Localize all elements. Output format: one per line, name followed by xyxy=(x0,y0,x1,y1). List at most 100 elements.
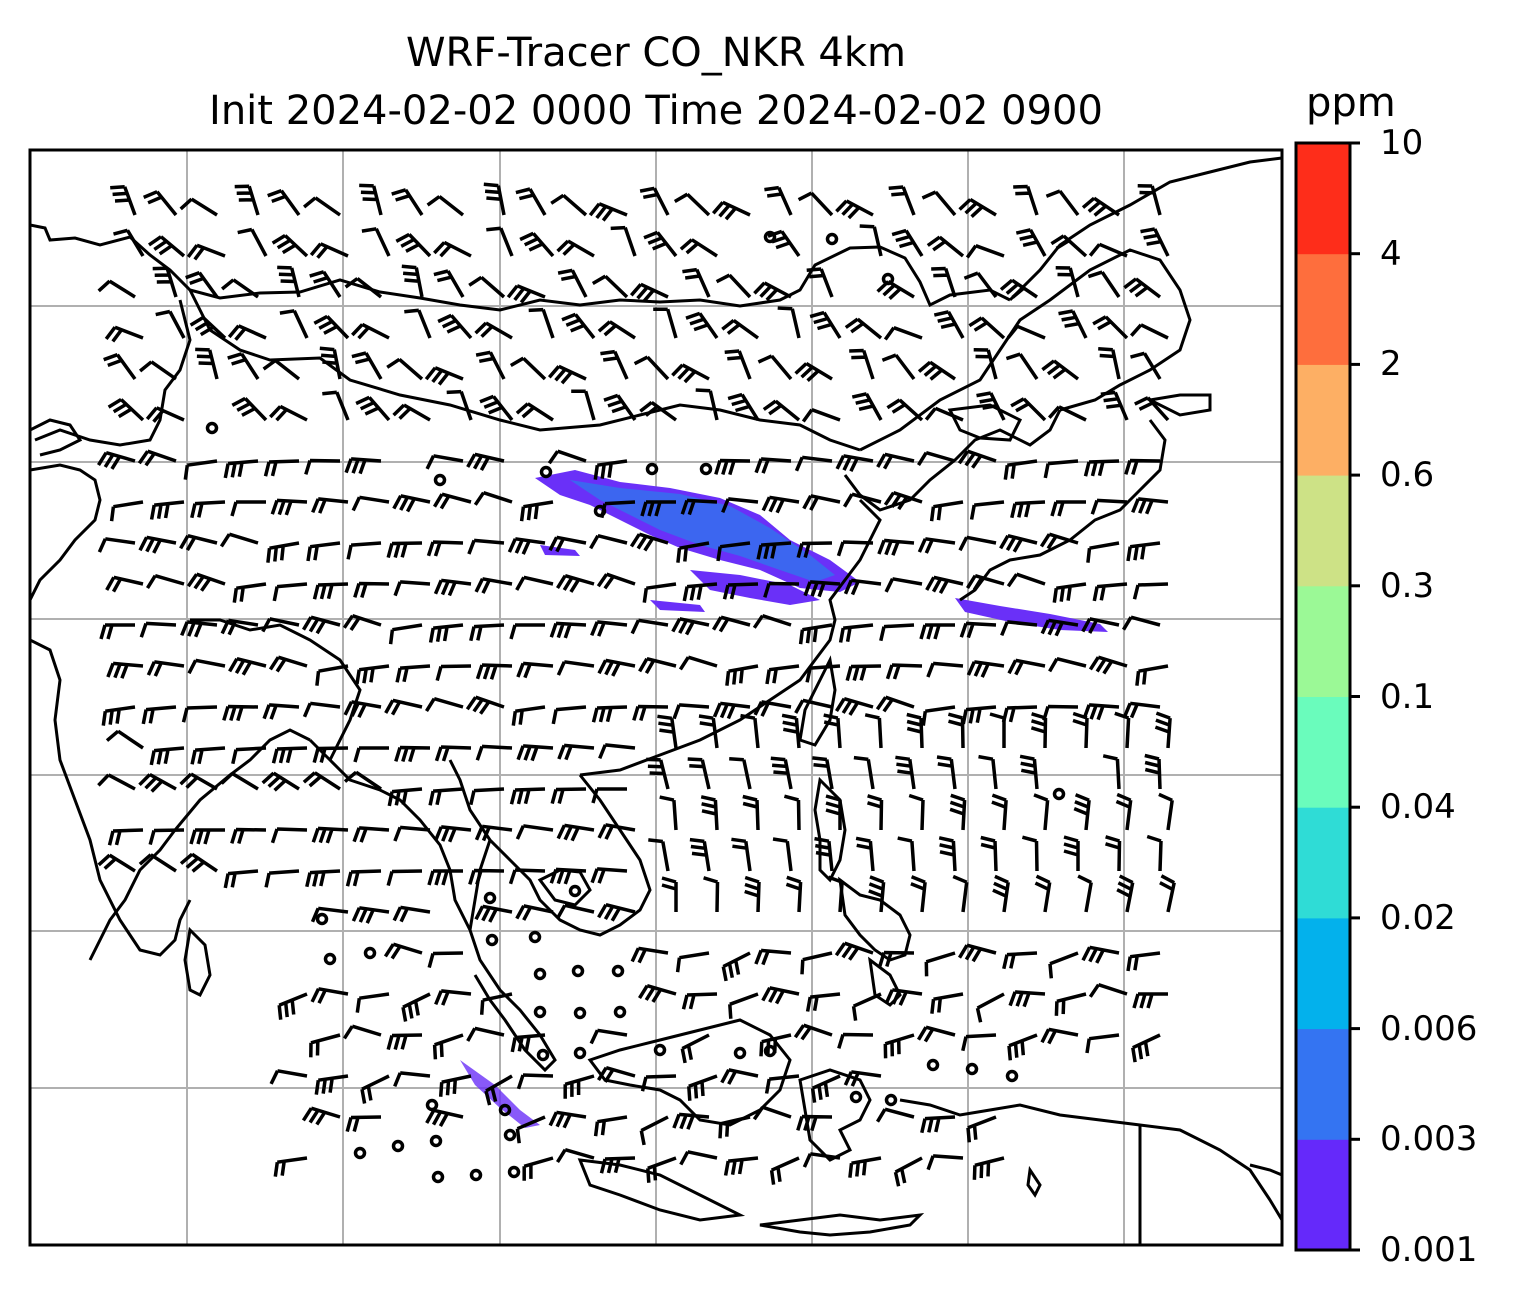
wind-barb xyxy=(1006,572,1046,588)
calm-wind-circle xyxy=(965,1062,979,1076)
wind-barb xyxy=(930,992,964,1014)
wind-barb xyxy=(1131,497,1169,515)
wind-barb xyxy=(549,867,587,885)
wind-barb xyxy=(1158,792,1174,831)
wind-barb xyxy=(393,1071,431,1088)
wind-barb xyxy=(989,712,1006,748)
wind-barb xyxy=(933,310,965,339)
wind-barb xyxy=(1008,990,1046,1008)
colorbar-tick-label: 0.001 xyxy=(1380,1230,1478,1270)
calm-wind-circle xyxy=(429,1134,443,1148)
wind-barb xyxy=(875,695,915,713)
wind-barb xyxy=(473,491,513,506)
calm-wind-circle xyxy=(536,1048,550,1062)
wind-barb xyxy=(1000,620,1038,637)
wind-barb xyxy=(312,582,349,600)
wind-barb xyxy=(104,325,144,343)
calm-wind-circle xyxy=(485,933,499,947)
wind-barb xyxy=(883,326,923,341)
wind-barb xyxy=(351,906,390,924)
wind-barb xyxy=(1137,184,1162,216)
wind-barb xyxy=(138,535,177,554)
wind-barb xyxy=(591,787,627,804)
wind-barb xyxy=(550,193,588,217)
wind-barb xyxy=(272,582,308,602)
wind-barb xyxy=(931,266,957,298)
wind-barb xyxy=(179,772,218,791)
wind-barb xyxy=(392,403,431,422)
wind-barb xyxy=(228,657,267,676)
wind-barb xyxy=(343,770,382,791)
wind-barb xyxy=(806,267,834,298)
wind-barb xyxy=(426,195,465,217)
wind-barb xyxy=(556,823,595,842)
wind-barb xyxy=(672,703,710,720)
wind-barb xyxy=(509,787,546,805)
colorbar-tick-label: 4 xyxy=(1380,233,1402,274)
wind-barb xyxy=(227,352,260,380)
wind-barb xyxy=(143,190,178,217)
wind-barb xyxy=(966,660,1005,678)
wind-barb xyxy=(515,187,547,216)
wind-barb xyxy=(277,265,301,298)
wind-barb xyxy=(138,360,178,381)
wind-barb xyxy=(1043,459,1079,479)
wind-barb xyxy=(1054,992,1087,1016)
wind-barb xyxy=(312,746,349,764)
wind-barb xyxy=(727,392,760,421)
wind-barb xyxy=(926,1154,964,1171)
wind-barb xyxy=(1021,835,1039,872)
wind-barb xyxy=(1126,951,1161,972)
wind-barb xyxy=(1159,874,1176,913)
map-title-line2: Init 2024-02-02 0000 Time 2024-02-02 090… xyxy=(209,88,1103,134)
wind-barb xyxy=(361,227,391,257)
wind-barb xyxy=(740,713,760,749)
wind-barb xyxy=(343,700,382,719)
wind-barb xyxy=(103,353,137,381)
wind-barb xyxy=(1073,793,1091,831)
wind-barb xyxy=(1135,664,1169,686)
wind-barb xyxy=(1007,658,1046,676)
wind-barb xyxy=(388,623,423,645)
wind-barb xyxy=(273,1156,308,1177)
wind-barb xyxy=(425,697,464,713)
wind-barb xyxy=(679,238,718,258)
calm-wind-circle xyxy=(1052,787,1066,801)
calm-wind-circle xyxy=(323,952,337,966)
wind-barb xyxy=(474,904,513,923)
wind-barb xyxy=(138,772,177,793)
wind-barb xyxy=(351,322,390,340)
wind-barb xyxy=(1082,703,1120,721)
map-frame xyxy=(28,148,1284,1247)
wind-barb xyxy=(878,950,915,968)
calm-wind-circle xyxy=(611,964,625,978)
wind-barb xyxy=(266,541,300,563)
wind-barb xyxy=(643,230,678,258)
wind-barb xyxy=(301,1106,341,1126)
wind-barb xyxy=(1047,405,1087,422)
wind-barb xyxy=(401,992,431,1022)
wind-barb xyxy=(359,183,383,216)
wind-barb xyxy=(310,987,349,1004)
wind-barb xyxy=(916,1025,956,1043)
wind-barb xyxy=(269,404,308,422)
wind-barb xyxy=(589,1028,628,1045)
wind-barb xyxy=(342,614,382,631)
wind-barb xyxy=(630,946,669,964)
wind-barb xyxy=(969,500,1005,520)
wind-barb xyxy=(515,904,554,921)
wind-barb xyxy=(875,1107,915,1123)
wind-barb xyxy=(557,268,588,298)
wind-barb xyxy=(926,235,965,258)
wind-barb xyxy=(261,617,300,633)
wind-barb xyxy=(1090,498,1128,515)
wind-barb xyxy=(700,795,719,831)
wind-barb xyxy=(1010,397,1047,422)
wind-barb xyxy=(322,390,350,421)
wind-barb xyxy=(754,948,792,966)
wind-barb xyxy=(355,664,390,685)
wind-barb xyxy=(851,992,882,1021)
wind-barb xyxy=(270,498,308,516)
wind-barb xyxy=(966,1115,997,1143)
colorbar-segment xyxy=(1296,475,1350,587)
